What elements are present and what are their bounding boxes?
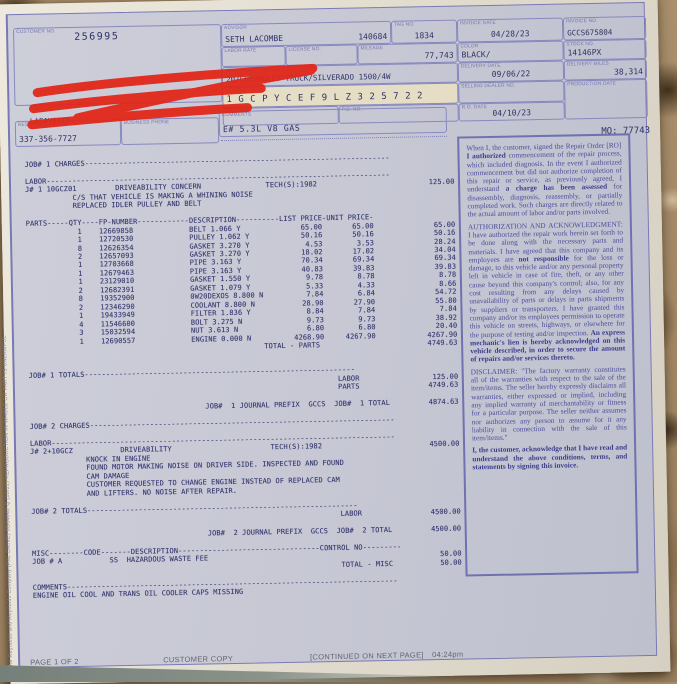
delivery-date-box: DELIVERY DATE 09/06/22 <box>457 60 565 83</box>
labor-rate-label: LABOR RATE <box>224 48 257 55</box>
footer-copy-type: CUSTOMER COPY <box>163 653 234 665</box>
advisor-box: ADVISOR SETH LACOMBE 140684 <box>220 20 392 48</box>
comments-continuation-dots <box>221 135 448 142</box>
color-label: COLOR <box>460 44 479 50</box>
advisor-number: 140684 <box>358 31 388 42</box>
customer-no-value: 256995 <box>74 31 120 43</box>
invoice-form-area: CUSTOMER NO. 256995 ADVISOR SETH LACOMBE… <box>5 1 658 669</box>
mileage-box: MILEAGE 77,743 <box>357 42 458 65</box>
production-date-label: PRODUCTION DATE <box>567 81 617 88</box>
invoice-date-label: INVOICE DATE <box>459 20 496 27</box>
stock-no-label: STOCK NO. <box>566 41 595 48</box>
invoice-lines: JOB# 1 CHARGES--------------------------… <box>25 153 467 601</box>
tag-no-value: 1834 <box>414 31 434 41</box>
invoice-no-label: INVOICE NO. <box>565 18 598 25</box>
delivery-date-value: 09/06/22 <box>491 69 531 79</box>
legal-paragraphs: When I, the customer, signed the Repair … <box>466 140 628 472</box>
tag-no-label: TAG NO. <box>393 22 415 28</box>
delivery-date-label: DELIVERY DATE <box>460 63 501 70</box>
stock-no-value: 14146PX <box>567 47 602 58</box>
license-no-label: LICENSE NO. <box>288 47 322 53</box>
legal-paragraph: When I, the customer, signed the Repair … <box>466 140 623 219</box>
mileage-value: 77,743 <box>424 50 454 61</box>
mileage-label: MILEAGE <box>360 46 384 52</box>
advisor-name: SETH LACOMBE <box>225 33 284 45</box>
residence-phone-value: 337-356-7727 <box>19 133 78 145</box>
ro-date-box: R.O. DATE 04/10/23 <box>458 101 565 122</box>
production-date-box: PRODUCTION DATE <box>564 78 648 120</box>
delivery-miles-box: DELIVERY MILES 38,314 <box>563 58 648 81</box>
footer-print-time: 04:24pm <box>432 649 464 660</box>
stock-no-box: STOCK NO. 14146PX <box>563 38 647 61</box>
advisor-label: ADVISOR <box>223 25 248 32</box>
invoice-date-box: INVOICE DATE 04/28/23 <box>456 17 564 43</box>
footer-page-number: PAGE 1 OF 2 <box>30 656 79 667</box>
invoice-no-box: INVOICE NO. GCCS675804 <box>562 15 647 41</box>
invoice-date-value: 04/28/23 <box>490 29 530 39</box>
legal-paragraph: I, the customer, acknowledge that I have… <box>472 442 628 472</box>
legal-paragraph: AUTHORIZATION AND ACKNOWLEDGMENT: I have… <box>467 219 626 364</box>
ro-date-value: 04/10/23 <box>492 108 532 118</box>
invoice-no-value: GCCS675804 <box>567 27 613 38</box>
legal-terms-panel: When I, the customer, signed the Repair … <box>457 133 639 577</box>
delivery-miles-value: 38,314 <box>613 67 644 77</box>
selling-dealer-box: SELLING DEALER NO. <box>458 80 565 104</box>
tag-no-box: TAG NO. 1834 <box>390 19 458 44</box>
footer-continued-note: [CONTINUED ON NEXT PAGE] <box>310 650 424 662</box>
customer-no-label: CUSTOMER NO. <box>16 29 56 36</box>
red-redaction-scribble <box>27 63 318 130</box>
delivery-miles-label: DELIVERY MILES <box>566 61 609 68</box>
color-value: BLACK/ <box>461 49 491 60</box>
handwritten-cell-number: CELL: 337-356-7727 <box>439 0 560 3</box>
color-box: COLOR BLACK/ <box>457 40 564 63</box>
selling-dealer-label: SELLING DEALER NO. <box>461 83 516 90</box>
legal-paragraph: DISCLAIMER: "The factory warranty consti… <box>470 364 627 443</box>
